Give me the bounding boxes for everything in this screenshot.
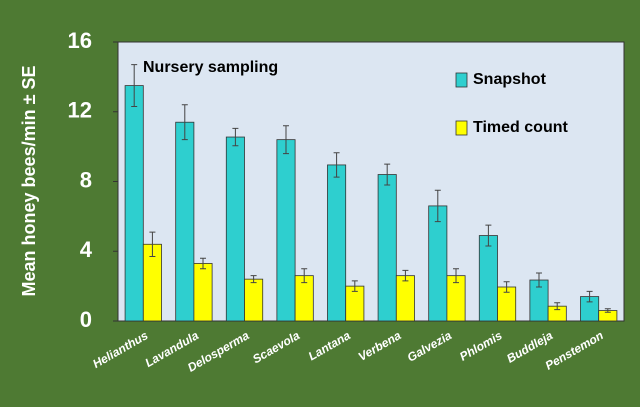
error-bar: [131, 64, 138, 108]
legend-label: Timed count: [473, 119, 568, 136]
error-bar: [282, 125, 289, 155]
error-bar: [149, 231, 156, 257]
error-bar: [250, 275, 257, 284]
error-bar: [535, 272, 542, 288]
error-bar: [301, 268, 308, 284]
error-bar: [485, 224, 492, 247]
y-tick-label: 8: [80, 167, 92, 192]
bar: [478, 235, 498, 322]
error-bar: [232, 127, 239, 147]
bar: [225, 136, 245, 322]
error-bar: [586, 290, 593, 303]
y-tick-label: 12: [68, 98, 92, 123]
bar: [244, 278, 264, 322]
bar: [124, 85, 144, 322]
error-bar: [604, 308, 611, 313]
error-bar: [384, 163, 391, 186]
bar: [276, 139, 296, 322]
error-bar: [503, 281, 510, 293]
error-bar: [402, 269, 409, 282]
legend-label: Snapshot: [473, 71, 547, 88]
bar: [428, 205, 448, 322]
bar: [377, 174, 397, 322]
annotation: Nursery sampling: [143, 59, 278, 76]
error-bar: [554, 302, 561, 311]
error-bar: [453, 268, 460, 284]
bar: [175, 121, 195, 322]
error-bar: [434, 189, 441, 223]
legend-swatch: [455, 120, 468, 136]
bar: [193, 263, 213, 322]
y-tick-label: 0: [80, 307, 92, 332]
error-bar: [351, 280, 358, 292]
bar: [395, 275, 415, 322]
y-axis-label: Mean honey bees/min ± SE: [19, 66, 39, 297]
bar: [327, 164, 347, 322]
error-bar: [200, 257, 207, 270]
y-tick-label: 4: [80, 237, 93, 262]
error-bar: [333, 152, 340, 178]
error-bar: [181, 104, 188, 141]
y-tick-label: 16: [68, 28, 92, 53]
legend-swatch: [455, 72, 468, 88]
